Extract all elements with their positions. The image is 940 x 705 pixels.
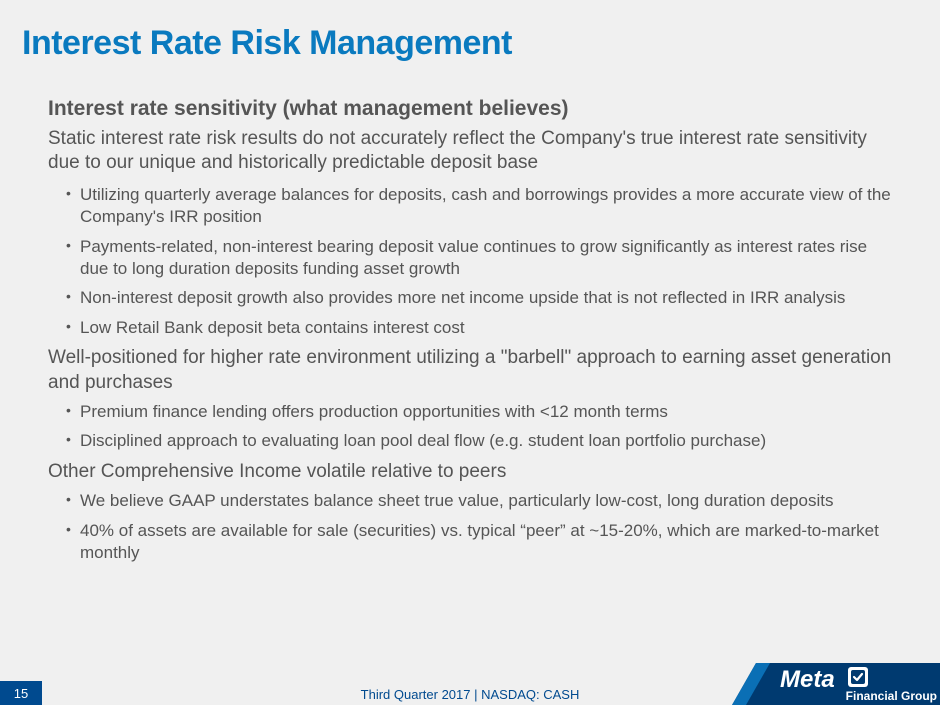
slide-content: Interest rate sensitivity (what manageme… [0,63,940,564]
slide-title: Interest Rate Risk Management [0,0,940,63]
logo-sub-text: Financial Group [846,689,937,703]
bullet-list: Utilizing quarterly average balances for… [48,184,892,340]
bullet-list: We believe GAAP understates balance shee… [48,490,892,564]
section-lead: Other Comprehensive Income volatile rela… [48,460,892,484]
section-intro: Static interest rate risk results do not… [48,127,892,176]
list-item: Premium finance lending offers productio… [66,401,892,423]
list-item: Payments-related, non-interest bearing d… [66,236,892,281]
logo-main-text: Meta [780,666,835,693]
list-item: Non-interest deposit growth also provide… [66,287,892,309]
slide-footer: 15 Third Quarter 2017 | NASDAQ: CASH Met… [0,675,940,705]
list-item: Low Retail Bank deposit beta contains in… [66,317,892,339]
list-item: 40% of assets are available for sale (se… [66,520,892,565]
section-lead: Well-positioned for higher rate environm… [48,346,892,395]
meta-logo: Meta Financial Group [732,645,940,705]
slide: Interest Rate Risk Management Interest r… [0,0,940,705]
section-heading: Interest rate sensitivity (what manageme… [48,97,892,121]
list-item: Disciplined approach to evaluating loan … [66,430,892,452]
list-item: We believe GAAP understates balance shee… [66,490,892,512]
list-item: Utilizing quarterly average balances for… [66,184,892,229]
bullet-list: Premium finance lending offers productio… [48,401,892,453]
